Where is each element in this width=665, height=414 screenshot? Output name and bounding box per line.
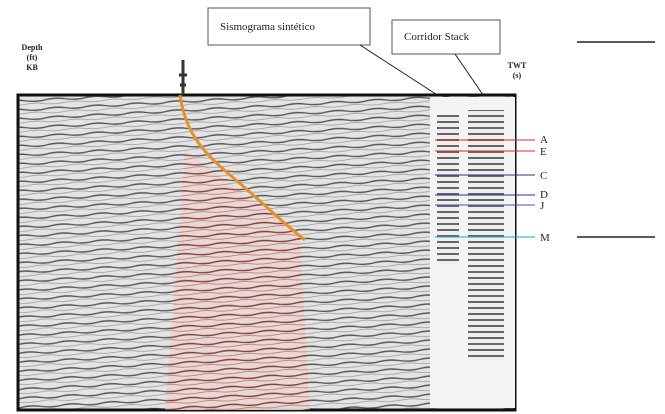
callout-text: Corridor Stack — [404, 31, 470, 43]
horizon-label: E — [540, 146, 547, 158]
callout-box — [207, 7, 371, 46]
horizon-label: M — [540, 232, 550, 244]
anomaly-zone — [165, 150, 310, 410]
well-trajectory — [178, 94, 306, 242]
depth-label-line: (ft) — [27, 53, 38, 62]
depth-label: Depth (ft) KB — [22, 43, 43, 72]
synthetic-seismogram — [437, 115, 459, 265]
well-derrick — [179, 60, 187, 95]
twt-label: (s) — [513, 71, 522, 80]
depth-label-line: KB — [26, 63, 38, 72]
callout-leader — [359, 44, 446, 101]
horizon-label: A — [540, 134, 548, 146]
twt-label: TWT — [508, 61, 527, 70]
callout-text: Sismograma sintético — [220, 21, 316, 33]
callout-box — [391, 19, 501, 55]
horizon-label: J — [540, 200, 545, 212]
horizon-label: C — [540, 170, 547, 182]
corridor-stack — [468, 110, 504, 360]
depth-label-line: Depth — [22, 43, 43, 52]
horizon-label: D — [540, 189, 548, 201]
